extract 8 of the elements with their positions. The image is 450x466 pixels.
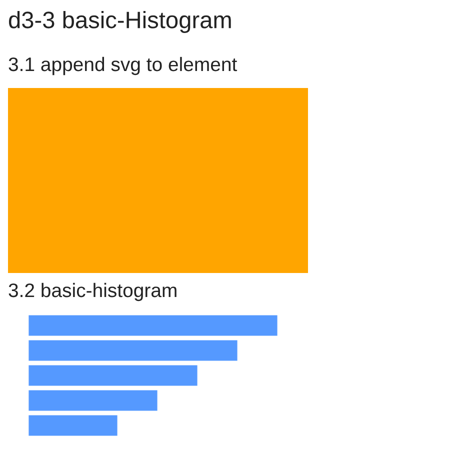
chart-subtitle: 3.2 basic-histogram bbox=[8, 282, 176, 302]
bar bbox=[28, 388, 159, 412]
bar bbox=[28, 414, 119, 438]
text: 3.1 append svg to element bbox=[8, 56, 238, 76]
bar bbox=[28, 314, 278, 338]
chart-title: d3-3 basic-Histogram bbox=[8, 10, 231, 34]
bar bbox=[28, 364, 199, 388]
bar bbox=[28, 338, 239, 362]
